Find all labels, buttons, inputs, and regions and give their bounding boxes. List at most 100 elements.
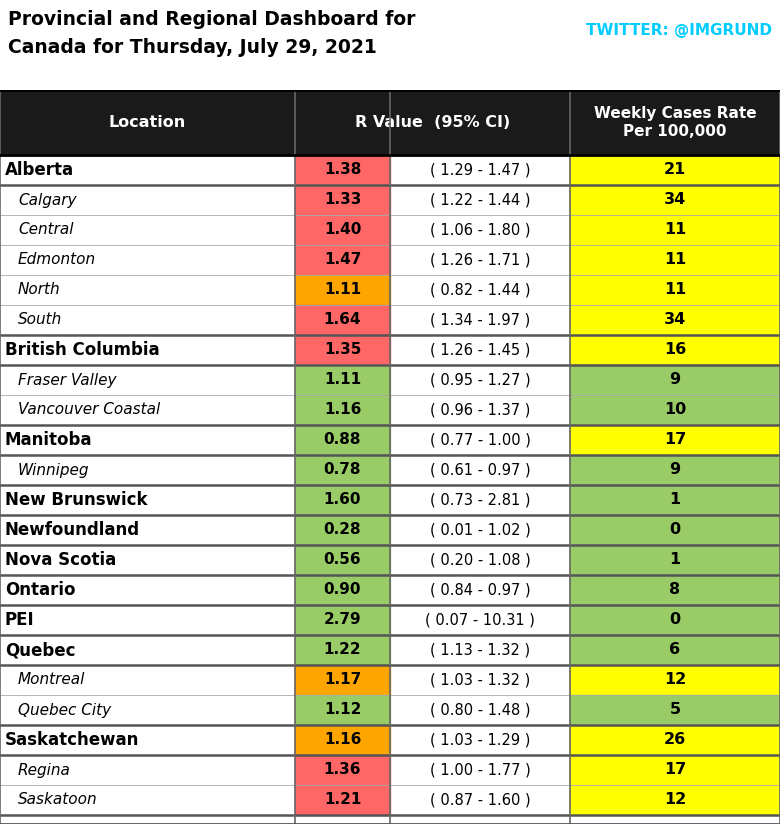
Text: Canada for Thursday, July 29, 2021: Canada for Thursday, July 29, 2021 (8, 38, 377, 57)
Text: ( 0.73 - 2.81 ): ( 0.73 - 2.81 ) (430, 493, 530, 508)
Bar (0, 575, 780, 605)
Text: ( 1.06 - 1.80 ): ( 1.06 - 1.80 ) (430, 222, 530, 237)
Bar (295, 185, 390, 215)
Bar (0, 215, 780, 245)
Text: 1.22: 1.22 (324, 643, 361, 658)
Text: 21: 21 (664, 162, 686, 177)
Text: 1: 1 (669, 553, 681, 568)
Bar (295, 485, 390, 515)
Text: Quebec City: Quebec City (18, 703, 111, 718)
Bar (570, 215, 780, 245)
Text: ( 1.00 - 1.77 ): ( 1.00 - 1.77 ) (430, 762, 530, 778)
Text: Weekly Cases Rate
Per 100,000: Weekly Cases Rate Per 100,000 (594, 106, 757, 139)
Bar (0, 485, 780, 515)
Text: ( 0.96 - 1.37 ): ( 0.96 - 1.37 ) (430, 402, 530, 418)
Text: 26: 26 (664, 733, 686, 747)
Text: 2.79: 2.79 (324, 612, 361, 628)
Bar (295, 425, 390, 455)
Bar (570, 275, 780, 305)
Text: ( 0.01 - 1.02 ): ( 0.01 - 1.02 ) (430, 522, 530, 537)
Bar (570, 155, 780, 185)
Text: 34: 34 (664, 312, 686, 327)
Text: ( 1.03 - 1.29 ): ( 1.03 - 1.29 ) (430, 733, 530, 747)
Bar (0, 185, 780, 215)
Text: South: South (18, 312, 62, 327)
Bar (295, 755, 390, 785)
Text: ( 1.34 - 1.97 ): ( 1.34 - 1.97 ) (430, 312, 530, 327)
Text: Saskatoon: Saskatoon (18, 793, 98, 808)
Bar (570, 515, 780, 545)
Bar (295, 785, 390, 815)
Text: 0.78: 0.78 (324, 462, 361, 477)
Text: 12: 12 (664, 793, 686, 808)
Text: Quebec: Quebec (5, 641, 76, 659)
Bar (570, 455, 780, 485)
Bar (0, 635, 780, 665)
Text: Provincial and Regional Dashboard for: Provincial and Regional Dashboard for (8, 10, 416, 29)
Bar (0, 695, 780, 725)
Bar (570, 665, 780, 695)
Text: ( 0.07 - 10.31 ): ( 0.07 - 10.31 ) (425, 612, 535, 628)
Bar (295, 155, 390, 185)
Text: 9: 9 (669, 462, 681, 477)
Bar (0, 725, 780, 755)
Text: 1.64: 1.64 (324, 312, 361, 327)
Bar (0, 665, 780, 695)
Text: PEI: PEI (5, 611, 34, 629)
Bar (570, 575, 780, 605)
Text: 10: 10 (664, 402, 686, 418)
Text: ( 0.87 - 1.60 ): ( 0.87 - 1.60 ) (430, 793, 530, 808)
Bar (570, 185, 780, 215)
Bar (0, 155, 780, 185)
Text: 1.35: 1.35 (324, 343, 361, 358)
Text: New Brunswick: New Brunswick (5, 491, 147, 509)
Text: Montreal: Montreal (18, 672, 85, 687)
Bar (0, 755, 780, 785)
Bar (570, 305, 780, 335)
Text: Calgary: Calgary (18, 193, 76, 208)
Text: Manitoba: Manitoba (5, 431, 93, 449)
Bar (0, 305, 780, 335)
Bar (295, 575, 390, 605)
Text: Central: Central (18, 222, 73, 237)
Text: 1.40: 1.40 (324, 222, 361, 237)
Text: 17: 17 (664, 433, 686, 447)
Text: ( 1.26 - 1.71 ): ( 1.26 - 1.71 ) (430, 252, 530, 268)
Text: 0: 0 (669, 522, 681, 537)
Bar (570, 545, 780, 575)
Bar (295, 515, 390, 545)
Text: Newfoundland: Newfoundland (5, 521, 140, 539)
Text: 1.11: 1.11 (324, 283, 361, 297)
Text: North: North (18, 283, 61, 297)
Text: 0.28: 0.28 (324, 522, 361, 537)
Bar (295, 635, 390, 665)
Bar (0, 605, 780, 635)
Bar (570, 485, 780, 515)
Text: Location: Location (109, 115, 186, 130)
Text: R Value  (95% CI): R Value (95% CI) (355, 115, 510, 130)
Text: ( 1.03 - 1.32 ): ( 1.03 - 1.32 ) (430, 672, 530, 687)
Bar (570, 335, 780, 365)
Text: 12: 12 (664, 672, 686, 687)
Text: Winnipeg: Winnipeg (18, 462, 90, 477)
Bar (295, 335, 390, 365)
Bar (0, 90, 780, 155)
Text: 6: 6 (669, 643, 681, 658)
Text: Saskatchewan: Saskatchewan (5, 731, 140, 749)
Text: 0: 0 (669, 612, 681, 628)
Text: 1.17: 1.17 (324, 672, 361, 687)
Bar (570, 635, 780, 665)
Text: 0.88: 0.88 (324, 433, 361, 447)
Bar (295, 215, 390, 245)
Text: ( 1.26 - 1.45 ): ( 1.26 - 1.45 ) (430, 343, 530, 358)
Text: ( 0.80 - 1.48 ): ( 0.80 - 1.48 ) (430, 703, 530, 718)
Bar (570, 395, 780, 425)
Text: Vancouver Coastal: Vancouver Coastal (18, 402, 160, 418)
Text: 11: 11 (664, 252, 686, 268)
Text: Edmonton: Edmonton (18, 252, 96, 268)
Text: 16: 16 (664, 343, 686, 358)
Text: ( 0.84 - 0.97 ): ( 0.84 - 0.97 ) (430, 583, 530, 597)
Text: 11: 11 (664, 283, 686, 297)
Bar (0, 275, 780, 305)
Bar (0, 515, 780, 545)
